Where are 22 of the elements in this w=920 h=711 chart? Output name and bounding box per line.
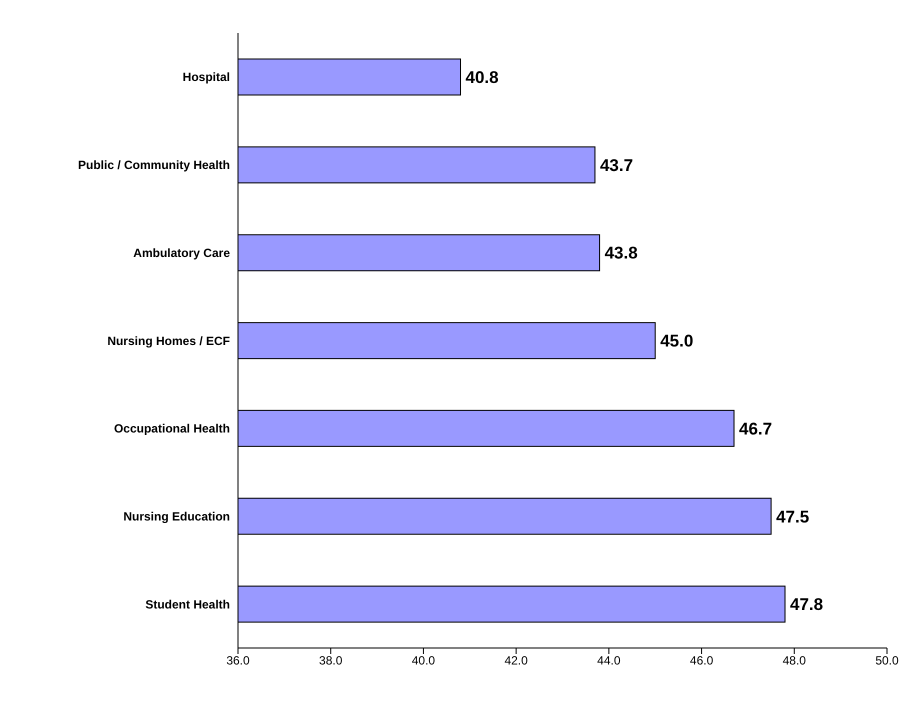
y-tick-label: Nursing Education [123,509,230,524]
y-tick-label: Ambulatory Care [133,246,230,260]
x-tick-label: 48.0 [782,654,806,668]
data-label: 46.7 [739,419,772,438]
data-label: 43.8 [604,244,638,263]
data-label: 43.7 [600,156,634,175]
y-tick-label: Occupational Health [114,422,230,436]
x-tick-label: 40.0 [412,654,436,668]
data-label: 40.8 [466,68,499,88]
x-tick-label: 50.0 [875,654,899,668]
x-tick-label: 44.0 [597,654,621,668]
x-tick-label: 38.0 [319,654,343,668]
x-tick-label: 36.0 [226,654,250,668]
y-tick-label: Public / Community Health [78,158,230,172]
x-tick-label: 46.0 [690,654,714,668]
data-label: 45.0 [660,332,694,351]
x-tick-label: 42.0 [504,654,528,668]
y-tick-label: Student Health [145,597,230,612]
y-tick-label: Hospital [182,70,230,84]
data-label: 47.5 [776,507,810,526]
y-tick-label: Nursing Homes / ECF [107,334,230,348]
data-label: 47.8 [790,595,824,614]
